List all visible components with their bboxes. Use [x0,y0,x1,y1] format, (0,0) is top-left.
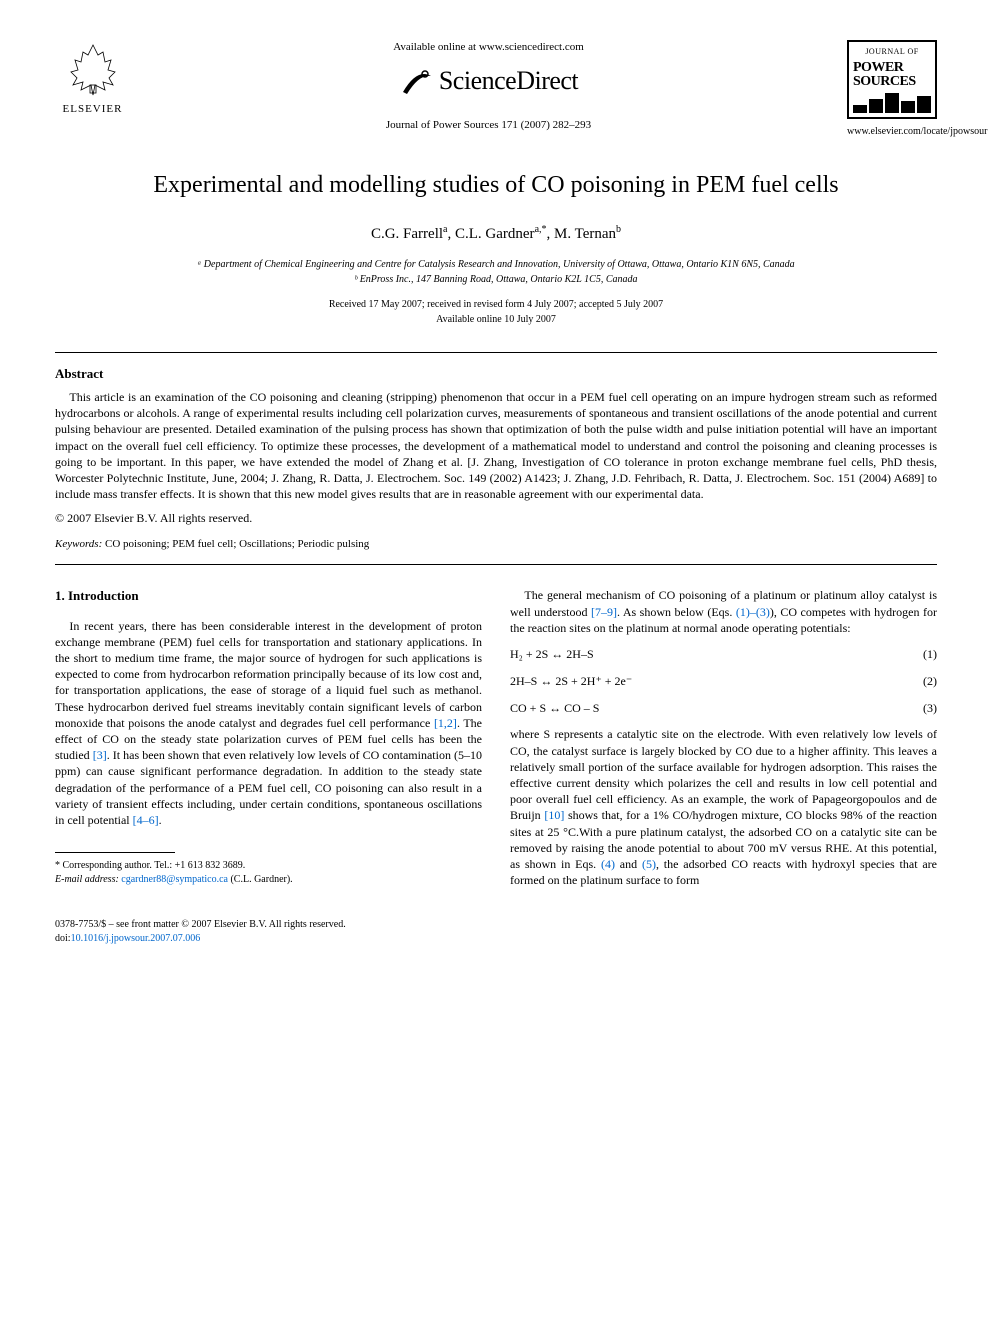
journal-logo-block: JOURNAL OF POWER SOURCES www.elsevier.co… [847,40,937,139]
journal-url: www.elsevier.com/locate/jpowsour [847,125,937,139]
body-paragraph: The general mechanism of CO poisoning of… [510,587,937,636]
center-header: Available online at www.sciencedirect.co… [130,40,847,133]
affiliation: ᵃ Department of Chemical Engineering and… [55,257,937,272]
doi-line: doi:10.1016/j.jpowsour.2007.07.006 [55,932,937,946]
divider [55,564,937,565]
page-footer: 0378-7753/$ – see front matter © 2007 El… [55,918,937,946]
body-paragraph: where S represents a catalytic site on t… [510,726,937,888]
intro-paragraph: In recent years, there has been consider… [55,618,482,828]
received-date: Received 17 May 2007; received in revise… [55,297,937,312]
equation-body: CO + S ↔ CO – S [510,700,599,717]
author: C.L. Gardnera,* [455,226,547,242]
author: M. Ternanb [554,226,621,242]
footnote-divider [55,852,175,853]
journal-cover-icon: JOURNAL OF POWER SOURCES [847,40,937,119]
corr-author-tel: * Corresponding author. Tel.: +1 613 832… [55,859,482,873]
doi-link[interactable]: 10.1016/j.jpowsour.2007.07.006 [71,933,201,944]
author-list: C.G. Farrella, C.L. Gardnera,*, M. Terna… [55,223,937,245]
corresponding-author-footnote: * Corresponding author. Tel.: +1 613 832… [55,859,482,887]
journal-topline: JOURNAL OF [853,46,931,57]
left-column: 1. Introduction In recent years, there h… [55,587,482,888]
article-title: Experimental and modelling studies of CO… [55,169,937,203]
author: C.G. Farrella [371,226,448,242]
corr-author-email: E-mail address: cgardner88@sympatico.ca … [55,873,482,887]
sciencedirect-logo: ScienceDirect [130,63,847,99]
divider [55,352,937,353]
two-column-body: 1. Introduction In recent years, there h… [55,587,937,888]
affiliations: ᵃ Department of Chemical Engineering and… [55,257,937,287]
available-online-text: Available online at www.sciencedirect.co… [130,40,847,55]
keywords-list: CO poisoning; PEM fuel cell; Oscillation… [105,538,369,550]
equation-link[interactable]: (4) [601,857,615,871]
equation-number: (3) [923,700,937,717]
elsevier-label: ELSEVIER [63,102,123,117]
equation-number: (1) [923,646,937,663]
abstract-copyright: © 2007 Elsevier B.V. All rights reserved… [55,510,937,527]
keywords: Keywords: CO poisoning; PEM fuel cell; O… [55,537,937,552]
citation-link[interactable]: [7–9] [591,605,617,619]
journal-title: POWER SOURCES [853,61,931,89]
equation: H₂ + 2S ↔ 2H–S (1) [510,646,937,663]
equation-number: (2) [923,673,937,690]
journal-bars-icon [853,93,931,113]
equation-link[interactable]: (1)–(3) [736,605,770,619]
equation-body: 2H–S ↔ 2S + 2H⁺ + 2e⁻ [510,673,632,690]
sciencedirect-swoosh-icon [399,64,435,100]
right-column: The general mechanism of CO poisoning of… [510,587,937,888]
affiliation: ᵇ EnPross Inc., 147 Banning Road, Ottawa… [55,272,937,287]
available-date: Available online 10 July 2007 [55,312,937,327]
keywords-label: Keywords: [55,538,102,550]
section-heading: 1. Introduction [55,587,482,605]
article-dates: Received 17 May 2007; received in revise… [55,297,937,327]
equation: CO + S ↔ CO – S (3) [510,700,937,717]
article-page: ELSEVIER Available online at www.science… [0,0,992,986]
sciencedirect-text: ScienceDirect [439,63,578,99]
journal-citation: Journal of Power Sources 171 (2007) 282–… [130,118,847,133]
citation-link[interactable]: [4–6] [133,813,159,827]
front-matter-line: 0378-7753/$ – see front matter © 2007 El… [55,918,937,932]
elsevier-logo: ELSEVIER [55,40,130,117]
email-link[interactable]: cgardner88@sympatico.ca [121,874,228,885]
elsevier-tree-icon [63,40,123,100]
equation-body: H₂ + 2S ↔ 2H–S [510,646,594,663]
page-header: ELSEVIER Available online at www.science… [55,40,937,139]
abstract-text: This article is an examination of the CO… [55,389,937,502]
citation-link[interactable]: [1,2] [434,716,457,730]
abstract-heading: Abstract [55,365,937,383]
citation-link[interactable]: [10] [544,808,564,822]
citation-link[interactable]: [3] [93,748,107,762]
equation: 2H–S ↔ 2S + 2H⁺ + 2e⁻ (2) [510,673,937,690]
equation-link[interactable]: (5) [642,857,656,871]
